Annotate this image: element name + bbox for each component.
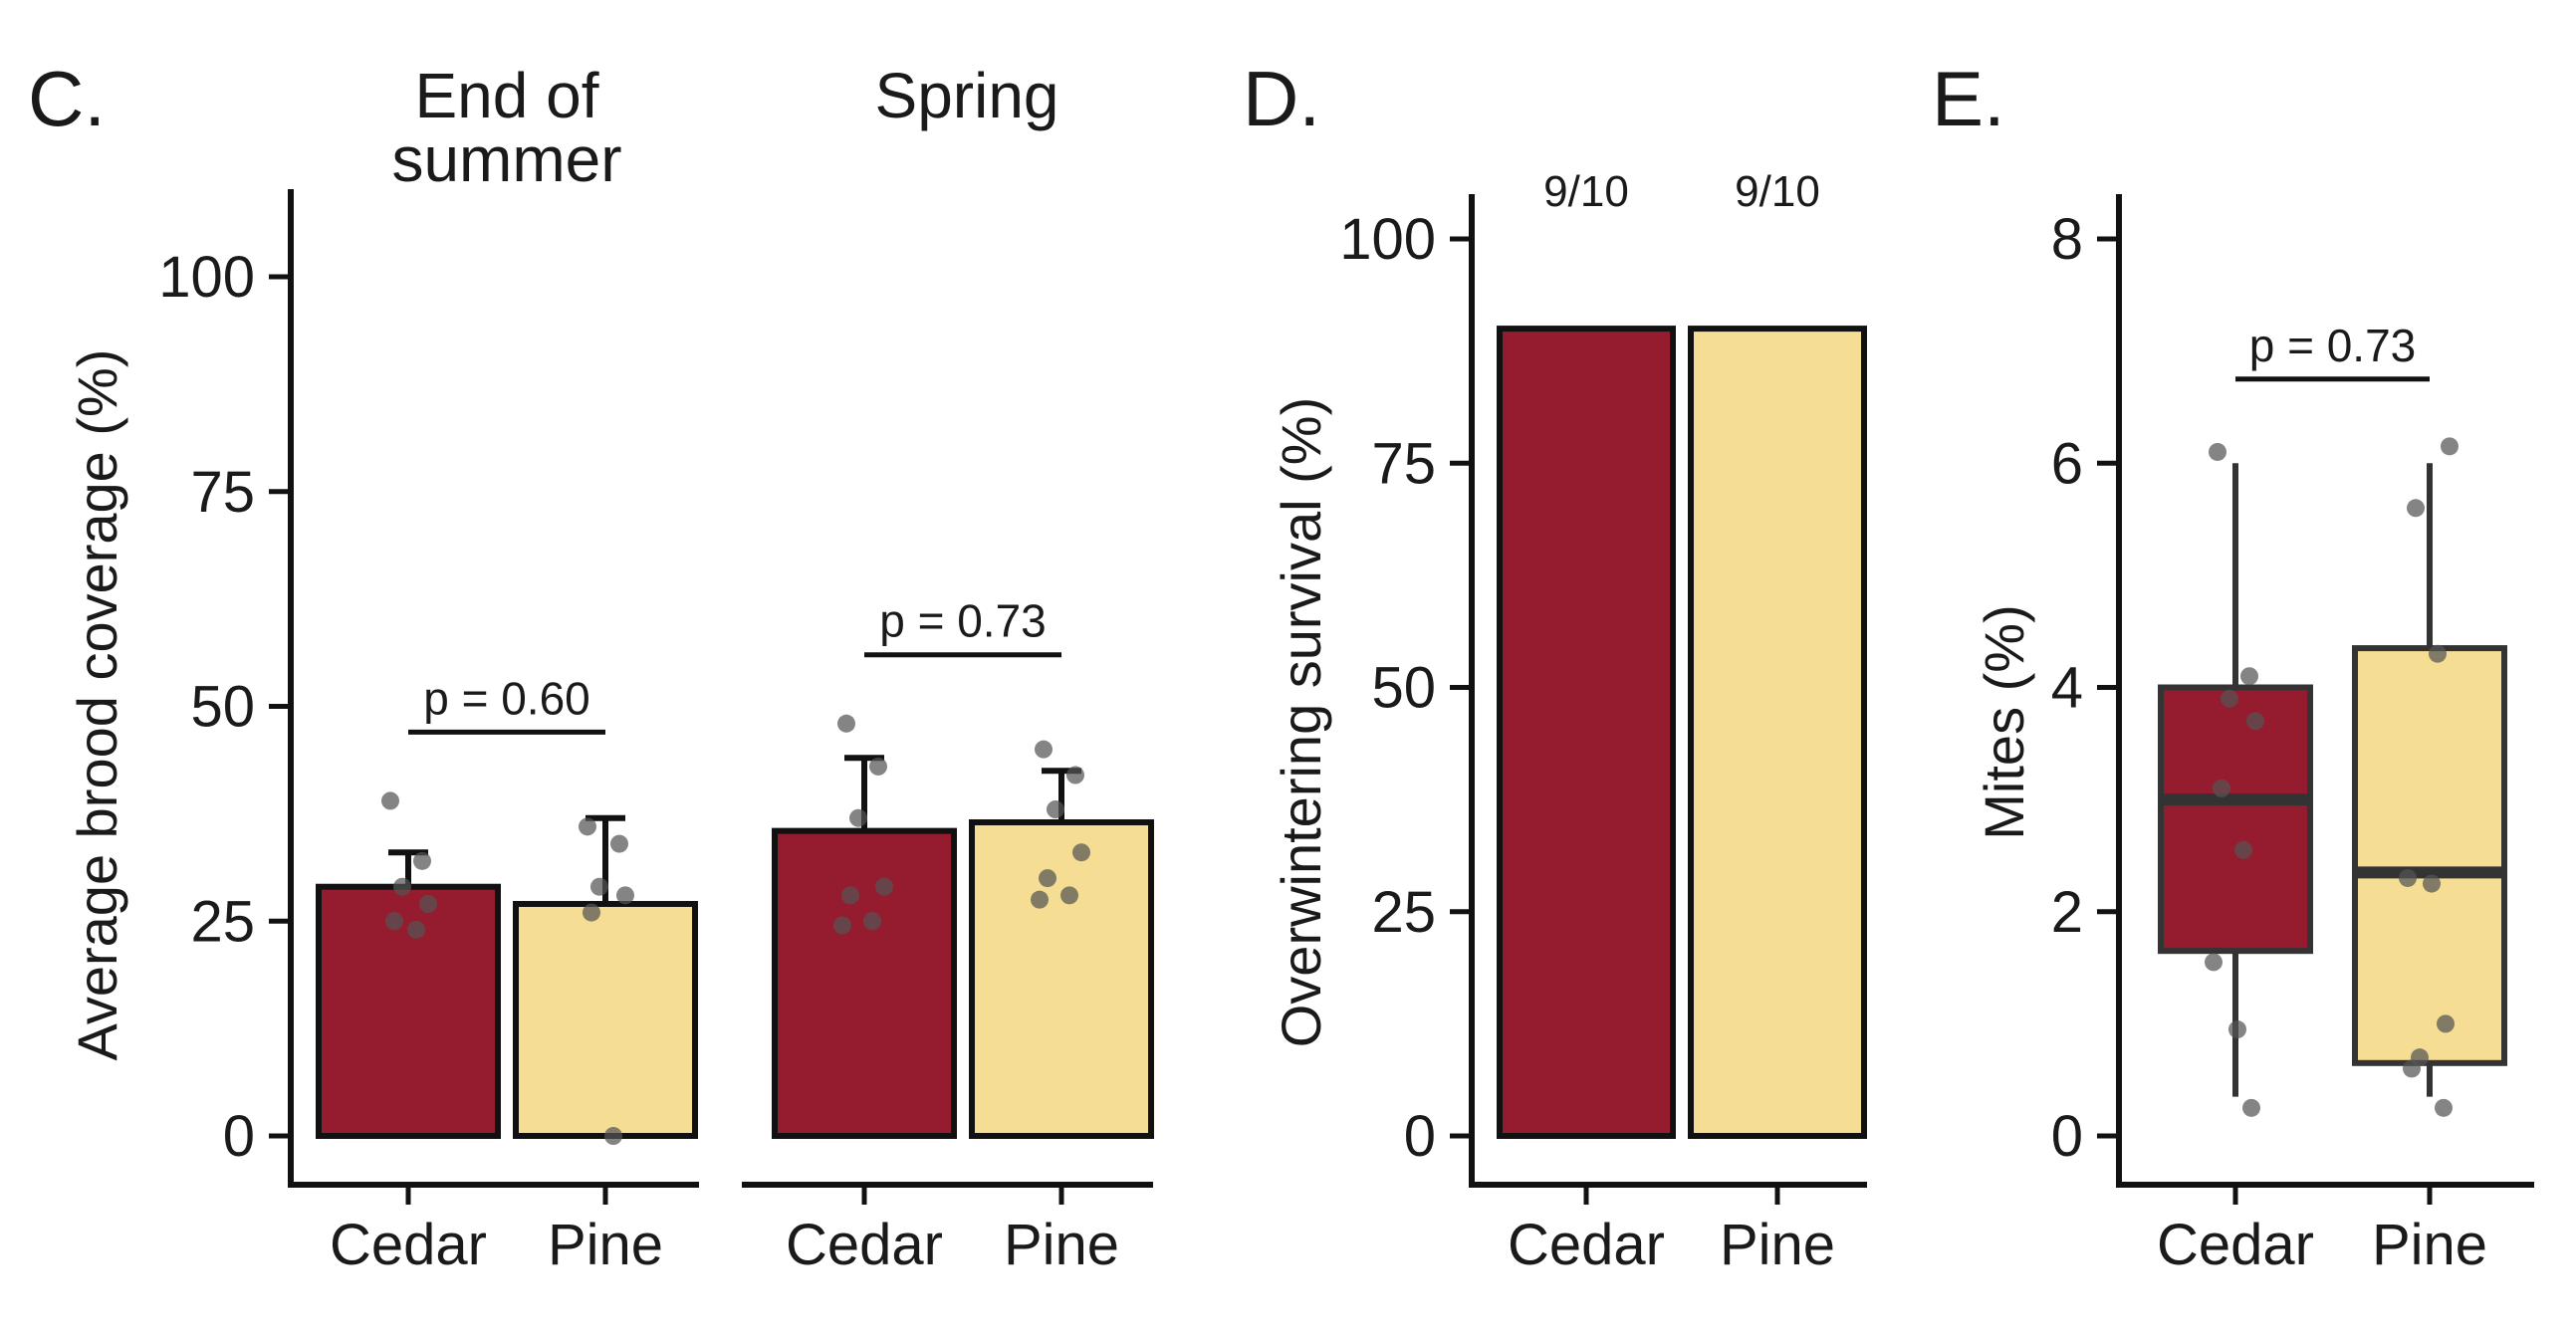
bar-cedar — [772, 827, 957, 1139]
data-point — [2234, 840, 2252, 859]
data-point — [1066, 766, 1084, 784]
panel-e: E. 0 2 4 6 8 Mites (%) Cedar Pine p = 0.73 — [1932, 55, 2534, 1277]
data-point — [2240, 667, 2258, 686]
p-value-label: p = 0.60 — [423, 672, 590, 724]
bar-pine — [513, 900, 698, 1139]
data-point — [2242, 1098, 2260, 1117]
panel-c-facet-title: summer — [391, 123, 621, 195]
panel-c-x-tick-label: Pine — [1004, 1213, 1119, 1277]
panel-e-label: E. — [1932, 55, 2005, 142]
panel-e-y-tick-label: 4 — [2051, 656, 2083, 721]
data-point — [381, 791, 399, 810]
data-point — [579, 817, 596, 836]
data-point — [875, 877, 893, 896]
data-point — [841, 886, 859, 905]
panel-e-y-tick-label: 2 — [2051, 880, 2083, 945]
panel-e-x-tick-label: Cedar — [2157, 1213, 2314, 1277]
panel-c-y-axis-title: Average brood coverage (%) — [66, 349, 128, 1061]
p-value-label: p = 0.73 — [879, 595, 1047, 647]
data-point — [2441, 437, 2459, 456]
panel-d-y-axis-title: Overwintering survival (%) — [1270, 397, 1332, 1048]
data-point — [1031, 890, 1049, 909]
count-label: 9/10 — [1735, 167, 1820, 216]
panel-c-y-tick-label: 50 — [190, 675, 255, 740]
panel-c-x-tick-label: Cedar — [786, 1213, 943, 1277]
data-point — [849, 808, 867, 827]
data-point — [2437, 1014, 2455, 1033]
data-point — [616, 886, 634, 905]
panel-e-x-tick-label: Pine — [2372, 1213, 2487, 1277]
count-label: 9/10 — [1543, 167, 1629, 216]
panel-c: C. 0 25 50 75 100 Average brood coverage (%) En… — [28, 55, 1154, 1277]
panel-d-label: D. — [1243, 55, 1320, 142]
panel-e-y-tick-label: 6 — [2051, 431, 2083, 496]
data-point — [1035, 740, 1053, 759]
data-point — [2221, 689, 2238, 708]
data-point — [863, 912, 881, 931]
panel-c-y-tick-label: 100 — [158, 245, 255, 310]
data-point — [2399, 868, 2417, 887]
data-point — [2423, 874, 2441, 893]
data-point — [1060, 886, 1078, 905]
bar-pine — [1688, 326, 1867, 1140]
data-point — [393, 877, 411, 896]
box-pine — [2352, 645, 2507, 1066]
panel-c-facet-title: End of — [414, 60, 598, 131]
data-point — [604, 1127, 622, 1145]
data-point — [2435, 1098, 2453, 1117]
panel-d-x-tick-label: Pine — [1720, 1213, 1835, 1277]
data-point — [2228, 1020, 2246, 1039]
bar-cedar — [1497, 326, 1676, 1140]
data-point — [2205, 953, 2223, 972]
panel-c-x-tick-label: Cedar — [330, 1213, 487, 1277]
panel-c-y-tick-label: 75 — [190, 460, 255, 525]
data-point — [1047, 800, 1064, 819]
data-point — [2403, 1059, 2421, 1078]
data-point — [2429, 644, 2447, 663]
data-point — [837, 714, 855, 733]
box-cedar — [2158, 684, 2313, 955]
p-value-label: p = 0.73 — [2249, 320, 2417, 371]
data-point — [869, 757, 887, 776]
panel-c-y-tick-label: 0 — [223, 1104, 255, 1169]
data-point — [1072, 843, 1090, 862]
panel-e-y-tick-label: 8 — [2051, 207, 2083, 272]
panel-c-x-tick-label: Pine — [548, 1213, 663, 1277]
panel-d-y-tick-label: 25 — [1371, 880, 1436, 945]
bar-cedar — [316, 883, 501, 1139]
data-point — [419, 894, 437, 913]
data-point — [407, 920, 425, 939]
data-point — [413, 851, 431, 870]
panel-e-y-axis-title: Mites (%) — [1973, 604, 2035, 839]
data-point — [2246, 712, 2264, 731]
panel-d-y-tick-label: 50 — [1371, 656, 1436, 721]
data-point — [833, 916, 851, 935]
data-point — [2407, 499, 2425, 518]
data-point — [2209, 442, 2226, 461]
data-point — [610, 834, 628, 853]
panel-c-y-tick-label: 25 — [190, 889, 255, 954]
panel-d-y-tick-label: 0 — [1404, 1104, 1436, 1169]
data-point — [385, 912, 403, 931]
panel-c-label: C. — [28, 55, 106, 142]
data-point — [590, 877, 608, 896]
panel-d-x-tick-label: Cedar — [1508, 1213, 1665, 1277]
panel-d-y-tick-label: 100 — [1339, 207, 1436, 272]
bar-pine — [969, 819, 1154, 1139]
data-point — [1039, 869, 1056, 888]
data-point — [2213, 779, 2230, 797]
panel-d: D. 0 25 50 75 100 Overwintering survival (%) 9/… — [1243, 55, 1867, 1277]
panel-d-y-tick-label: 75 — [1371, 431, 1436, 496]
panel-e-y-tick-label: 0 — [2051, 1104, 2083, 1169]
data-point — [583, 903, 600, 922]
panel-c-facet-title: Spring — [875, 60, 1059, 131]
